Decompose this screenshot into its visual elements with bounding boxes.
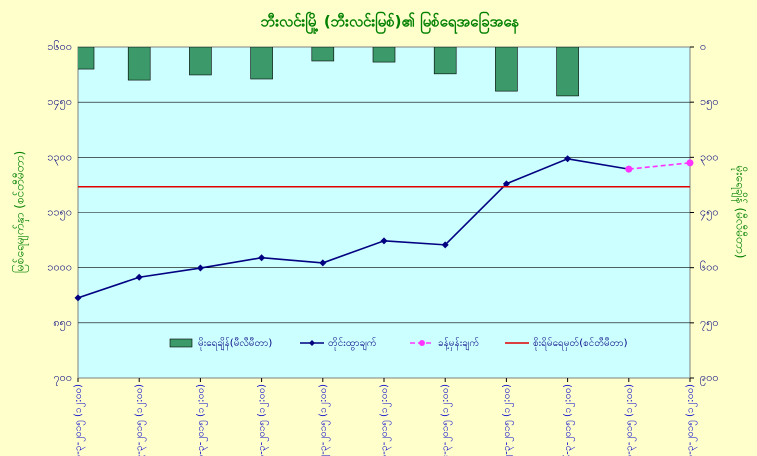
- forecast-line: [628, 162, 690, 170]
- y2-axis-label: မိုးရေချိန် (မီလီမီတာ): [731, 166, 749, 259]
- y2-tick-label: ၀: [700, 40, 706, 53]
- rain-bar: [495, 47, 518, 92]
- measured-point: [502, 180, 510, 188]
- rain-bar: [556, 47, 579, 97]
- y-tick-label: ၁၆၀၀: [47, 40, 72, 53]
- x-tick-label: ၂၂-၃-၂၀၁၅ (၁၂:၀၀): [318, 384, 331, 456]
- legend-label: မိုးရေချိန်(မီလီမီတာ): [198, 336, 272, 351]
- x-tick-label: ၂၁-၃-၂၀၁၅ (၁၂:၀၀): [257, 384, 270, 456]
- measured-point: [196, 264, 204, 272]
- x-tick-label: ၁၉-၃-၂၀၁၅ (၁၂:၀၀): [134, 384, 147, 456]
- y2-tick-label: ၁၅၀: [700, 95, 719, 110]
- measured-point: [564, 155, 572, 163]
- measured-point: [380, 237, 388, 245]
- y-tick-label: ၁၄၅၀: [47, 95, 72, 110]
- legend-label: တိုင်းထွာချက်: [328, 336, 377, 351]
- x-tick-label: ၂၇-၃-၂၀၁၅ (၁၂:၀၀): [624, 384, 637, 456]
- y-tick-label: ၈၅၀: [53, 316, 72, 331]
- y-tick-label: ၇၀၀: [53, 371, 72, 386]
- x-tick-label: ၂၅-၃-၂၀၁၅ (၁၂:၀၀): [501, 384, 514, 456]
- rain-bar: [250, 47, 273, 80]
- y2-tick-label: ၄၅၀: [700, 206, 719, 221]
- legend-marker: [419, 340, 425, 346]
- measured-point: [74, 294, 82, 302]
- measured-point: [135, 273, 143, 281]
- y-axis-label: မြစ်ရေမျက်နှာ (စင်တီမီတာ): [11, 151, 30, 273]
- y2-tick-label: ၇၅၀: [700, 316, 719, 331]
- y2-tick-label: ၆၀၀: [700, 261, 719, 274]
- legend-marker: [309, 340, 315, 346]
- plot-clip: [78, 47, 690, 299]
- rain-bar: [433, 47, 457, 75]
- x-tick-label: ၂၈-၃-၂၀၁၅ (၁၂:၀၀): [685, 384, 698, 456]
- measured-point: [258, 254, 266, 262]
- rain-bar: [311, 47, 335, 62]
- rain-bar: [189, 47, 212, 76]
- y2-tick-label: ၃၀၀: [700, 150, 719, 165]
- measured-point: [319, 259, 327, 267]
- legend-box: [165, 333, 635, 353]
- y-tick-label: ၁၁၅၀: [47, 206, 72, 221]
- x-tick-label: ၂၃-၃-၂၀၁၅ (၁၂:၀၀): [379, 384, 392, 456]
- legend-label: ခန့်မှန်းချက်: [438, 336, 479, 351]
- forecast-point: [686, 159, 694, 167]
- legend-label: စိုးရိမ်ရေမှတ်(စင်တီမီတာ): [533, 336, 628, 351]
- x-tick-label: ၂၄-၃-၂၀၁၅ (၁၂:၀၀): [440, 384, 453, 456]
- rain-bar: [127, 47, 151, 81]
- legend-swatch: [169, 338, 193, 348]
- y-tick-label: ၁၃၀၀: [47, 150, 72, 165]
- rain-bar: [372, 47, 396, 63]
- x-tick-label: ၂၆-၃-၂၀၁၅ (၁၂:၀၀): [561, 384, 576, 456]
- x-tick-label: ၁၈-၃-၂၀၁၅ (၁၂:၀၀): [73, 384, 86, 456]
- y-tick-label: ၁၀၀၀: [47, 261, 72, 274]
- measured-line: [78, 157, 629, 299]
- x-tick-label: ၂၀-၃-၂၀၁၅ (၁၂:၀၀): [195, 384, 208, 456]
- y2-tick-label: ၉၀၀: [700, 371, 719, 386]
- measured-point: [441, 241, 449, 249]
- forecast-point: [625, 165, 633, 173]
- rain-bar: [78, 47, 95, 70]
